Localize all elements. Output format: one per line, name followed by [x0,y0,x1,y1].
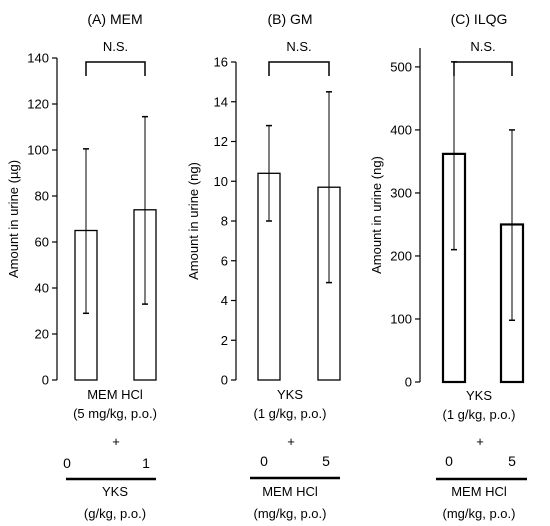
y-tick-label: 100 [390,311,412,326]
significance-bracket [85,61,146,76]
y-tick-label: 200 [390,248,412,263]
y-tick-label: 140 [27,51,49,66]
significance-label: N.S. [286,39,311,54]
y-tick-label: 0 [405,375,412,390]
condition-line: MEM HCl [87,387,143,402]
dose-label: 0 [63,455,71,471]
dose-title-line: (mg/kg, p.o.) [443,506,516,521]
y-tick-label: 10 [214,174,228,189]
y-tick-label: 40 [35,281,49,296]
y-tick-label: 60 [35,235,49,250]
significance-label: N.S. [103,39,128,54]
panel-a: (A) MEM 0 20 40 60 80 100 120 140 Amount in urine… [6,11,157,521]
y-tick-label: 300 [390,185,412,200]
condition-line: (5 mg/kg, p.o.) [73,406,157,421]
significance-bracket [268,61,330,76]
significance-label: N.S. [470,39,495,54]
dose-title-line: YKS [102,484,128,499]
plus-sign: + [287,434,295,449]
y-tick-label: 8 [221,214,228,229]
dose-title-line: MEM HCl [262,484,318,499]
y-tick-label: 4 [221,293,228,308]
dose-label: 1 [142,455,150,471]
y-tick-label: 14 [214,94,228,109]
y-tick-label: 0 [221,373,228,388]
plus-sign: + [476,434,484,449]
y-tick-label: 100 [27,143,49,158]
dose-title-line: (g/kg, p.o.) [84,506,146,521]
panel-b: (B) GM 0 2 4 6 8 10 12 14 16 Amount in urine (ng) N… [186,11,341,521]
y-tick-label: 20 [35,327,49,342]
y-tick-label: 6 [221,253,228,268]
panel-title: (A) MEM [87,11,142,27]
condition-line: (1 g/kg, p.o.) [254,406,327,421]
dose-label: 0 [445,453,453,469]
dose-label: 5 [322,453,330,469]
y-tick-label: 80 [35,189,49,204]
dose-title-line: MEM HCl [451,484,507,499]
y-tick-label: 0 [42,373,49,388]
condition-line: YKS [466,388,492,403]
y-axis-label: Amount in urine (ng) [186,162,201,280]
y-axis-label: Amount in urine (ng) [369,156,384,274]
y-tick-label: 16 [214,55,228,70]
dose-title-line: (mg/kg, p.o.) [254,506,327,521]
y-axis-label: Amount in urine (µg) [6,160,21,278]
plus-sign: + [112,434,120,449]
dose-label: 0 [260,453,268,469]
panel-c: (C) ILQG 0 100 200 300 400 500 Amount in urine … [369,11,527,521]
y-tick-label: 120 [27,97,49,112]
y-tick-label: 2 [221,333,228,348]
y-tick-label: 12 [214,134,228,149]
condition-line: (1 g/kg, p.o.) [443,407,516,422]
panel-title: (B) GM [267,11,312,27]
condition-line: YKS [277,387,303,402]
y-tick-label: 500 [390,59,412,74]
significance-bracket [453,61,513,76]
y-tick-label: 400 [390,122,412,137]
dose-label: 5 [508,453,516,469]
panel-title: (C) ILQG [451,11,508,27]
